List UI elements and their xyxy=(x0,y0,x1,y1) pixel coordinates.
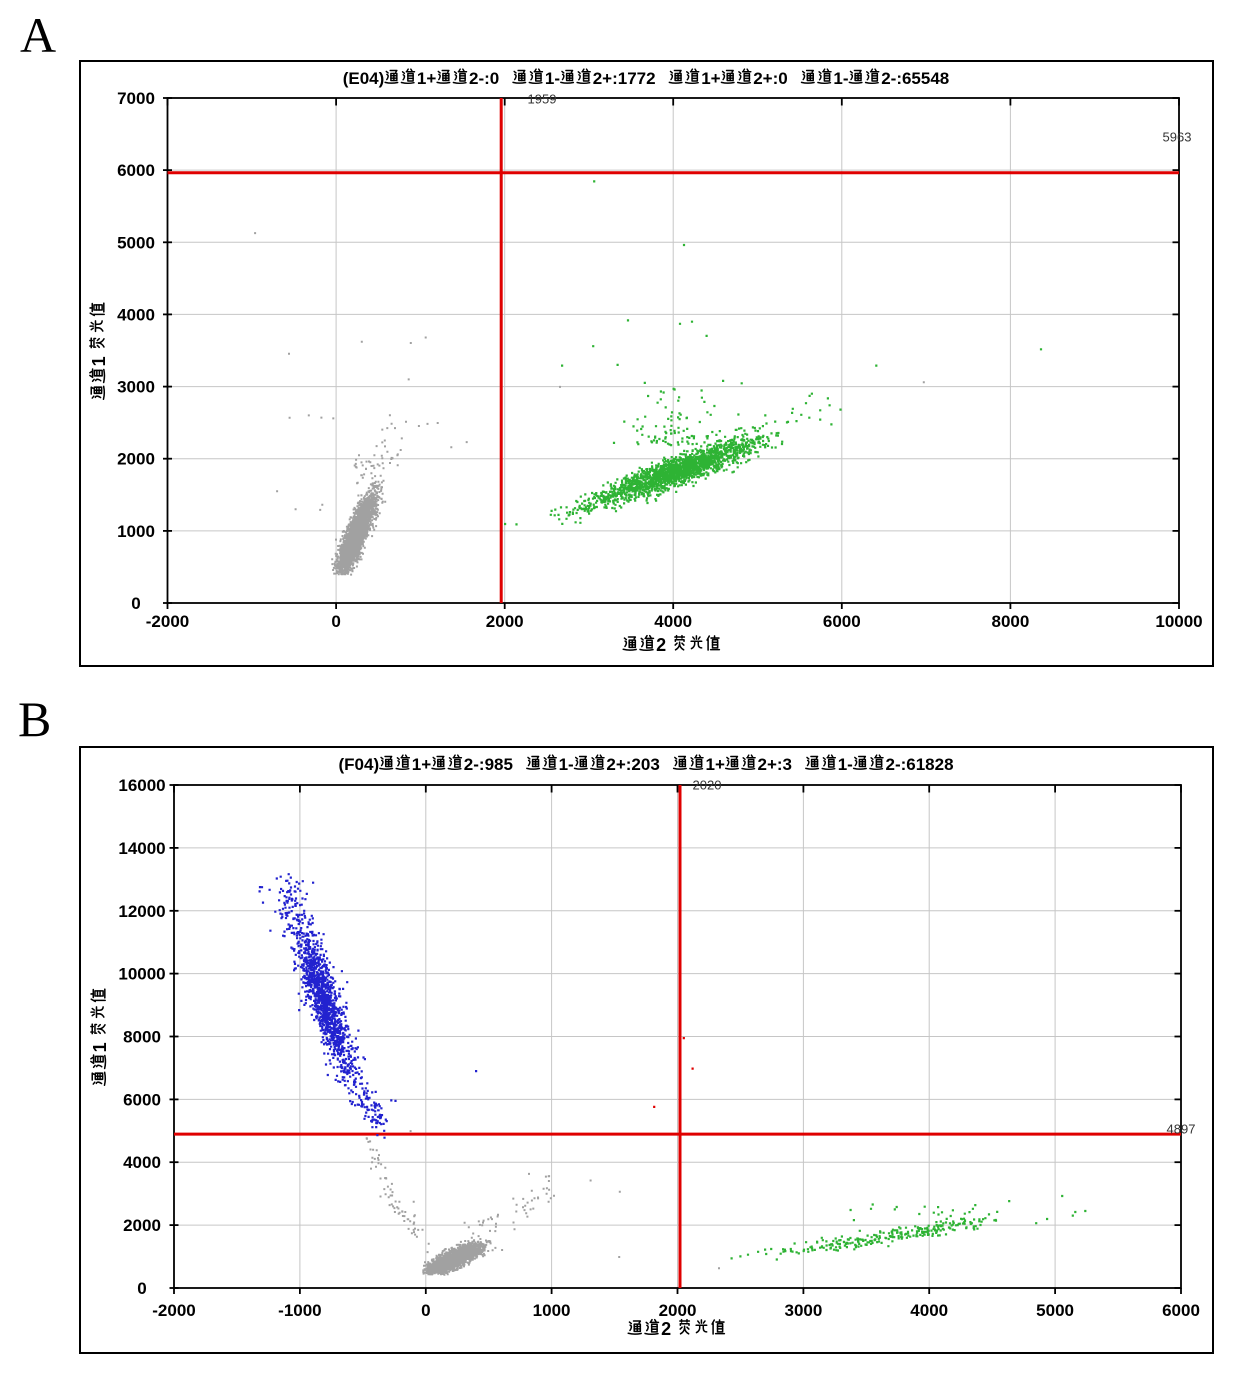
svg-text:(F04): (F04) xyxy=(339,755,380,774)
svg-text:2-:65548: 2-:65548 xyxy=(881,69,949,88)
svg-text:2-:0: 2-:0 xyxy=(469,69,499,88)
svg-text:7000: 7000 xyxy=(117,89,155,108)
svg-text:1000: 1000 xyxy=(533,1301,571,1320)
svg-text:2: 2 xyxy=(656,635,666,655)
svg-text:4897: 4897 xyxy=(1167,1122,1196,1137)
svg-text:4000: 4000 xyxy=(117,305,155,324)
svg-text:8000: 8000 xyxy=(123,1028,161,1047)
svg-text:10000: 10000 xyxy=(1155,612,1202,631)
svg-text:3000: 3000 xyxy=(784,1301,822,1320)
svg-text:-1000: -1000 xyxy=(278,1301,321,1320)
svg-text:2020: 2020 xyxy=(693,778,722,793)
svg-text:16000: 16000 xyxy=(118,776,165,795)
svg-text:2000: 2000 xyxy=(117,450,155,469)
svg-text:5000: 5000 xyxy=(1036,1301,1074,1320)
svg-text:1+: 1+ xyxy=(417,69,436,88)
svg-text:1: 1 xyxy=(89,356,109,366)
svg-text:6000: 6000 xyxy=(823,612,861,631)
svg-text:2-:985: 2-:985 xyxy=(464,755,513,774)
svg-text:2+:0: 2+:0 xyxy=(753,69,788,88)
svg-text:4000: 4000 xyxy=(654,612,692,631)
svg-text:1-: 1- xyxy=(559,755,574,774)
svg-text:5000: 5000 xyxy=(117,233,155,252)
svg-text:4000: 4000 xyxy=(910,1301,948,1320)
svg-text:0: 0 xyxy=(421,1301,430,1320)
svg-text:3000: 3000 xyxy=(117,378,155,397)
svg-text:1+: 1+ xyxy=(412,755,431,774)
svg-text:12000: 12000 xyxy=(118,902,165,921)
svg-text:6000: 6000 xyxy=(117,161,155,180)
svg-text:2000: 2000 xyxy=(659,1301,697,1320)
svg-text:2000: 2000 xyxy=(486,612,524,631)
svg-text:-2000: -2000 xyxy=(152,1301,195,1320)
svg-text:4000: 4000 xyxy=(123,1153,161,1172)
svg-text:1000: 1000 xyxy=(117,522,155,541)
svg-text:A: A xyxy=(20,7,56,63)
svg-text:5963: 5963 xyxy=(1163,130,1192,145)
svg-text:0: 0 xyxy=(131,594,140,613)
svg-text:1+: 1+ xyxy=(706,755,725,774)
svg-text:(E04): (E04) xyxy=(343,69,385,88)
svg-text:1-: 1- xyxy=(545,69,560,88)
svg-text:-2000: -2000 xyxy=(146,612,189,631)
svg-text:1-: 1- xyxy=(838,755,853,774)
svg-text:0: 0 xyxy=(331,612,340,631)
svg-text:10000: 10000 xyxy=(118,965,165,984)
svg-text:6000: 6000 xyxy=(1162,1301,1200,1320)
svg-text:2-:61828: 2-:61828 xyxy=(886,755,954,774)
svg-text:2+:3: 2+:3 xyxy=(758,755,793,774)
svg-text:14000: 14000 xyxy=(118,839,165,858)
svg-text:2: 2 xyxy=(661,1319,671,1339)
svg-text:1+: 1+ xyxy=(701,69,720,88)
svg-text:0: 0 xyxy=(137,1279,146,1298)
svg-text:6000: 6000 xyxy=(123,1090,161,1109)
svg-text:2+:1772: 2+:1772 xyxy=(593,69,656,88)
svg-text:B: B xyxy=(18,691,51,747)
svg-text:1-: 1- xyxy=(833,69,848,88)
svg-text:2+:203: 2+:203 xyxy=(606,755,659,774)
svg-text:8000: 8000 xyxy=(991,612,1029,631)
svg-text:1959: 1959 xyxy=(528,92,557,107)
svg-text:2000: 2000 xyxy=(123,1216,161,1235)
svg-text:1: 1 xyxy=(90,1042,110,1052)
